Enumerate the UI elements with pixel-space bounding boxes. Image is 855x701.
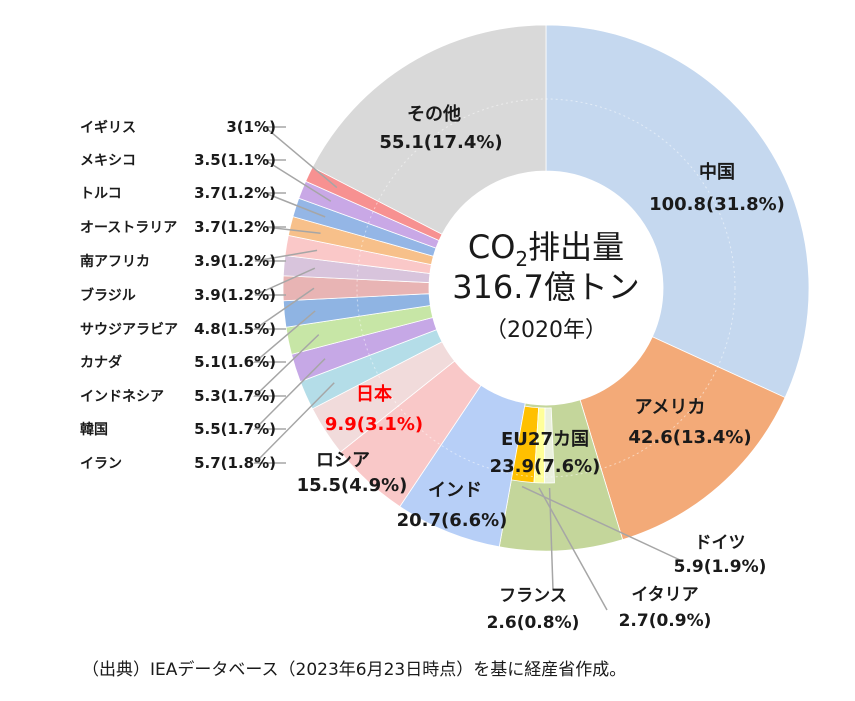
left-value-14: 3.7(1.2%)	[194, 184, 276, 202]
leader-7	[253, 358, 326, 430]
left-value-10: 4.8(1.5%)	[194, 320, 276, 338]
leader-9	[252, 310, 316, 363]
left-name-11: ブラジル	[80, 287, 136, 304]
leader-8	[253, 334, 320, 397]
slice-17	[311, 24, 547, 235]
left-value-6: 5.7(1.8%)	[194, 454, 276, 472]
left-value-16: 3(1%)	[226, 118, 276, 136]
left-name-14: トルコ	[80, 186, 122, 202]
center-title: CO2排出量	[468, 228, 624, 271]
left-value-9: 5.1(1.6%)	[194, 353, 276, 371]
eu-value-2: 2.6(0.8%)	[487, 613, 580, 633]
slice-name-5: 日本	[356, 383, 392, 405]
left-value-13: 3.7(1.2%)	[194, 218, 276, 236]
slice-name-3: インド	[428, 480, 482, 501]
eu-value-1: 2.7(0.9%)	[619, 611, 712, 631]
center-label: CO2排出量 316.7億トン （2020年）	[452, 228, 640, 343]
left-name-16: イギリス	[80, 119, 136, 136]
slice-name-0: 中国	[699, 161, 735, 183]
chart-segments	[282, 24, 810, 552]
center-year: （2020年）	[485, 318, 607, 343]
eu-leader-0	[521, 485, 681, 561]
eu-name-2: フランス	[499, 586, 567, 606]
slice-1	[579, 336, 786, 541]
left-name-8: インドネシア	[80, 389, 164, 405]
leader-10	[252, 287, 315, 330]
slice-value-0: 100.8(31.8%)	[649, 194, 785, 215]
donut-chart: 中国 100.8(31.8%) アメリカ 42.6(13.4%) EU27カ国 23.9(…	[80, 24, 810, 633]
slice-0	[545, 24, 810, 399]
left-value-11: 3.9(1.2%)	[194, 286, 276, 304]
eu-name-1: イタリア	[631, 585, 698, 605]
leader-6	[253, 382, 335, 464]
leader-11	[254, 267, 316, 296]
slice-value-5: 9.9(3.1%)	[325, 414, 423, 435]
slice-value-1: 42.6(13.4%)	[628, 427, 751, 448]
slice-name-4: ロシア	[316, 450, 370, 471]
left-name-13: オーストラリア	[80, 220, 177, 236]
eu-slice-2	[544, 407, 555, 484]
slice-name-2: EU27カ国	[501, 429, 589, 450]
left-value-12: 3.9(1.2%)	[194, 252, 276, 270]
chart-labels: 中国 100.8(31.8%) アメリカ 42.6(13.4%) EU27カ国 23.9(…	[80, 103, 785, 633]
slice-value-17: 55.1(17.4%)	[379, 132, 502, 153]
left-name-15: メキシコ	[80, 153, 136, 169]
slice-value-3: 20.7(6.6%)	[397, 510, 508, 531]
source-note: （出典）IEAデータベース（2023年6月23日時点）を基に経産省作成。	[82, 660, 627, 680]
slice-value-2: 23.9(7.6%)	[490, 456, 601, 477]
eu-value-0: 5.9(1.9%)	[674, 557, 767, 577]
eu-slice-0	[510, 405, 540, 484]
left-name-12: 南アフリカ	[80, 253, 150, 270]
guide-ring	[356, 98, 736, 478]
left-value-15: 3.5(1.1%)	[194, 151, 276, 169]
leader-13	[264, 226, 321, 235]
left-name-6: イラン	[80, 456, 122, 472]
left-value-7: 5.5(1.7%)	[194, 420, 276, 438]
eu-leader-2	[548, 487, 554, 591]
leader-lines	[252, 126, 681, 611]
slice-name-1: アメリカ	[634, 397, 705, 418]
left-name-9: カナダ	[80, 354, 122, 371]
left-name-7: 韓国	[80, 421, 108, 438]
leader-15	[262, 159, 332, 202]
leader-12	[254, 249, 318, 262]
eu-slice-1	[533, 407, 546, 484]
leader-16	[262, 126, 338, 189]
left-name-10: サウジアラビア	[80, 322, 178, 338]
center-total: 316.7億トン	[452, 268, 640, 306]
leader-14	[264, 192, 326, 218]
slice-value-4: 15.5(4.9%)	[297, 475, 408, 496]
left-value-8: 5.3(1.7%)	[194, 387, 276, 405]
slice-name-17: その他	[407, 103, 461, 125]
eu-name-0: ドイツ	[695, 533, 746, 553]
